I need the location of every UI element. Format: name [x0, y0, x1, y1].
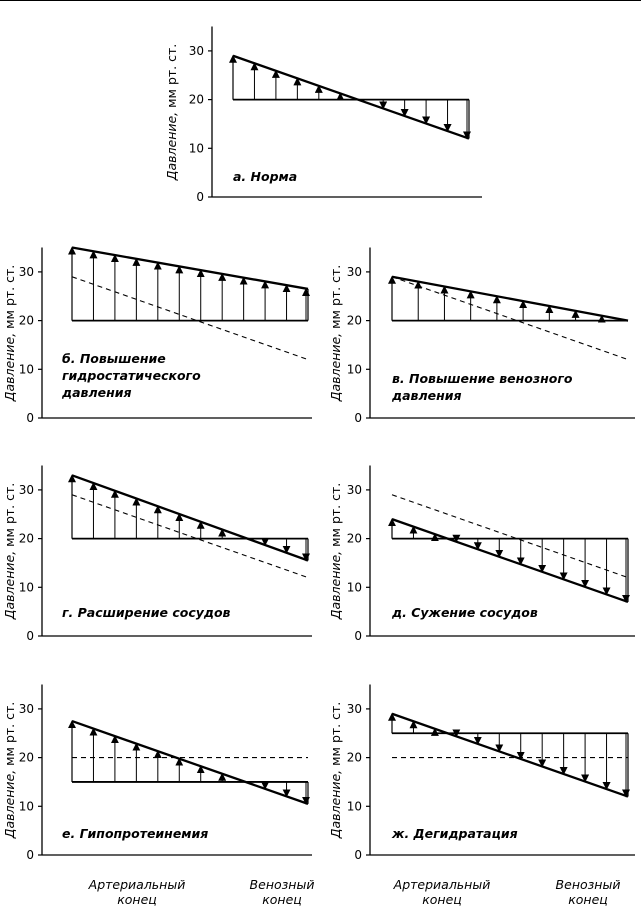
y-axis-label-unit: мм рт. ст. [328, 265, 343, 333]
y-tick-label: 10 [19, 799, 34, 813]
y-axis-label-italic: Давление, [164, 112, 179, 181]
panel-zh: 0 10 20 30 Давление, мм рт. ст. ж. Дегидратац… [328, 684, 635, 862]
panel-d: 0 10 20 30 Давление, мм рт. ст. д. Сужение со… [328, 465, 635, 643]
panel-caption: б. Повышение [62, 351, 166, 366]
panel-caption: в. Повышение венозного [392, 371, 573, 386]
x-label-arterial-right-1: Артериальный [393, 877, 491, 892]
hydrostatic-pressure-line [391, 712, 629, 798]
y-tick-label: 30 [347, 265, 362, 279]
panel-caption: е. Гипопротеинемия [62, 826, 208, 841]
y-tick-label: 10 [347, 580, 362, 594]
y-tick-label: 0 [196, 190, 204, 204]
x-label-venous-left-2: конец [262, 892, 302, 907]
x-label-venous-left-1: Венозный [250, 877, 315, 892]
y-axis-label: Давление, мм рт. ст. [2, 483, 17, 621]
x-label-venous-right-2: конец [568, 892, 608, 907]
y-tick-label: 20 [347, 532, 362, 546]
y-tick-label: 20 [347, 314, 362, 328]
hydrostatic-pressure-line [232, 54, 470, 140]
y-tick-label: 0 [354, 848, 362, 862]
y-tick-label: 10 [347, 362, 362, 376]
y-tick-label: 30 [347, 702, 362, 716]
y-axis-label: Давление, мм рт. ст. [328, 265, 343, 403]
y-tick-label: 0 [26, 411, 34, 425]
y-tick-label: 0 [354, 629, 362, 643]
y-axis-label-unit: мм рт. ст. [2, 483, 17, 551]
y-axis-label-unit: мм рт. ст. [2, 265, 17, 333]
y-axis-label: Давление, мм рт. ст. [164, 44, 179, 182]
top-rule [0, 0, 641, 1]
panel-caption: ж. Дегидратация [391, 826, 518, 841]
reference-hydrostatic-line [71, 276, 309, 361]
panel-v: 0 10 20 30 Давление, мм рт. ст. в. Повышение … [328, 247, 635, 425]
y-axis-label-unit: мм рт. ст. [328, 483, 343, 551]
hydrostatic-pressure-line [391, 275, 629, 322]
y-axis-label: Давление, мм рт. ст. [328, 483, 343, 621]
x-axis-labels: Артериальный конец Венозный конец Артери… [88, 877, 621, 907]
y-tick-label: 10 [189, 141, 204, 155]
y-axis-label: Давление, мм рт. ст. [2, 265, 17, 403]
y-axis-label-italic: Давление, [328, 551, 343, 620]
x-label-arterial-left-2: конец [117, 892, 157, 907]
x-label-venous-right-1: Венозный [556, 877, 621, 892]
panel-caption: давления [61, 385, 132, 400]
y-axis-label-unit: мм рт. ст. [164, 44, 179, 112]
hydrostatic-pressure-line [71, 719, 309, 805]
x-label-arterial-left-1: Артериальный [88, 877, 186, 892]
y-tick-label: 20 [19, 751, 34, 765]
y-tick-label: 0 [26, 629, 34, 643]
panel-caption: г. Расширение сосудов [62, 605, 231, 620]
reference-hydrostatic-line [391, 494, 629, 579]
y-axis-label-unit: мм рт. ст. [328, 702, 343, 770]
y-tick-label: 10 [19, 362, 34, 376]
y-axis-label-italic: Давление, [328, 333, 343, 402]
y-tick-label: 20 [19, 532, 34, 546]
y-axis-label-unit: мм рт. ст. [2, 702, 17, 770]
hydrostatic-pressure-line [71, 474, 309, 562]
y-tick-label: 10 [347, 799, 362, 813]
y-axis-label-italic: Давление, [2, 551, 17, 620]
y-axis-label: Давление, мм рт. ст. [2, 702, 17, 840]
hydrostatic-pressure-line [391, 518, 629, 603]
x-label-arterial-right-2: конец [422, 892, 462, 907]
y-tick-label: 10 [19, 580, 34, 594]
panel-caption: д. Сужение сосудов [391, 605, 538, 620]
y-axis-label: Давление, мм рт. ст. [328, 702, 343, 840]
y-axis-label-italic: Давление, [2, 333, 17, 402]
y-tick-label: 30 [189, 44, 204, 58]
y-tick-label: 30 [19, 702, 34, 716]
y-tick-label: 0 [26, 848, 34, 862]
panel-caption: давления [391, 388, 462, 403]
reference-hydrostatic-line [71, 494, 309, 579]
y-tick-label: 30 [347, 483, 362, 497]
reference-hydrostatic-line [391, 276, 629, 361]
y-axis-label-italic: Давление, [328, 770, 343, 839]
y-tick-label: 20 [19, 314, 34, 328]
panel-caption: а. Норма [233, 169, 297, 184]
hydrostatic-pressure-line [71, 246, 309, 291]
y-tick-label: 20 [189, 93, 204, 107]
y-tick-label: 30 [19, 483, 34, 497]
y-axis-label-italic: Давление, [2, 770, 17, 839]
panel-caption: гидростатического [62, 368, 201, 383]
panel-a: 0 10 20 30 Давление, мм рт. ст. а. Норма [164, 26, 482, 204]
y-tick-label: 0 [354, 411, 362, 425]
y-tick-label: 30 [19, 265, 34, 279]
y-tick-label: 20 [347, 751, 362, 765]
